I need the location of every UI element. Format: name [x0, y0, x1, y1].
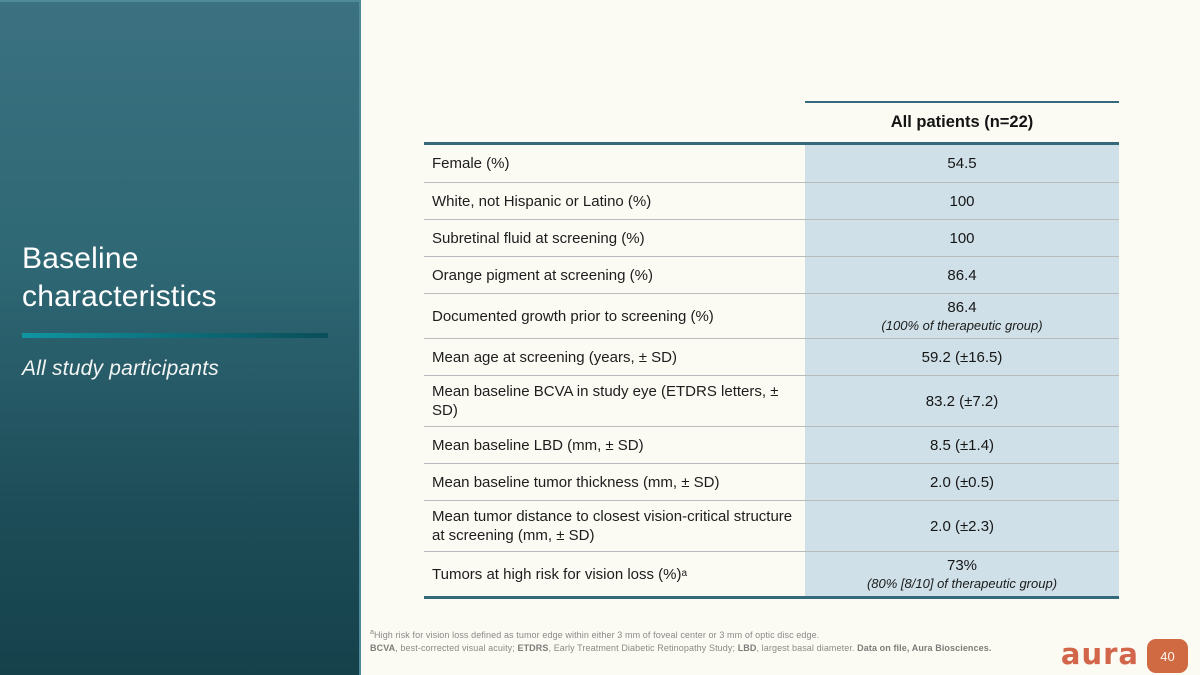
table-row: White, not Hispanic or Latino (%) 100: [424, 182, 1119, 219]
value-text: 2.0 (±2.3): [929, 517, 995, 535]
row-label: Tumors at high risk for vision loss (%) a: [424, 551, 805, 596]
row-value: 8.5 (±1.4): [805, 426, 1119, 463]
page-number: 40: [1160, 648, 1175, 664]
row-value: 2.0 (±2.3): [805, 500, 1119, 551]
row-value: 86.4: [805, 256, 1119, 293]
value-subtext: (100% of therapeutic group): [881, 318, 1043, 333]
row-label: Female (%): [424, 145, 805, 182]
row-label: Mean baseline BCVA in study eye (ETDRS l…: [424, 375, 805, 426]
table-header-row: All patients (n=22): [424, 101, 1119, 145]
value-text: 83.2 (±7.2): [925, 392, 999, 410]
table-row: Mean age at screening (years, ± SD) 59.2…: [424, 338, 1119, 375]
row-label-text: Tumors at high risk for vision loss (%): [432, 565, 682, 583]
row-value: 83.2 (±7.2): [805, 375, 1119, 426]
table-row: Documented growth prior to screening (%)…: [424, 293, 1119, 338]
table-row: Female (%) 54.5: [424, 145, 1119, 182]
row-value: 54.5: [805, 145, 1119, 182]
row-label: Orange pigment at screening (%): [424, 256, 805, 293]
value-text: 86.4: [947, 266, 977, 284]
page-number-badge: 40: [1147, 639, 1188, 673]
footnote: aHigh risk for vision loss defined as tu…: [370, 629, 1030, 654]
row-label: Mean baseline tumor thickness (mm, ± SD): [424, 463, 805, 500]
page-subtitle: All study participants: [22, 357, 219, 380]
row-label: Mean tumor distance to closest vision-cr…: [424, 500, 805, 551]
table-row: Mean baseline tumor thickness (mm, ± SD)…: [424, 463, 1119, 500]
row-value: 100: [805, 182, 1119, 219]
row-value: 73% (80% [8/10] of therapeutic group): [805, 551, 1119, 596]
footnote-line2: BCVA, best-corrected visual acuity; ETDR…: [370, 642, 992, 653]
row-value: 86.4 (100% of therapeutic group): [805, 293, 1119, 338]
table-row: Orange pigment at screening (%) 86.4: [424, 256, 1119, 293]
row-value: 59.2 (±16.5): [805, 338, 1119, 375]
title-divider: [22, 333, 328, 338]
table-row: Subretinal fluid at screening (%) 100: [424, 219, 1119, 256]
value-text: 54.5: [947, 155, 977, 172]
row-label: Mean baseline LBD (mm, ± SD): [424, 426, 805, 463]
value-text: 59.2 (±16.5): [921, 348, 1003, 366]
value-text: 86.4: [947, 299, 977, 316]
value-subtext: (80% [8/10] of therapeutic group): [866, 576, 1058, 591]
footnote-line1: aHigh risk for vision loss defined as tu…: [370, 629, 820, 640]
value-text: 2.0 (±0.5): [929, 473, 995, 491]
value-text: 73%: [946, 557, 978, 574]
table-body: Female (%) 54.5 White, not Hispanic or L…: [424, 145, 1119, 599]
table-row: Mean tumor distance to closest vision-cr…: [424, 500, 1119, 551]
row-value: 2.0 (±0.5): [805, 463, 1119, 500]
table-row: Mean baseline LBD (mm, ± SD) 8.5 (±1.4): [424, 426, 1119, 463]
row-label: Documented growth prior to screening (%): [424, 293, 805, 338]
table-header-spacer: [424, 101, 805, 142]
value-text: 8.5 (±1.4): [929, 436, 995, 454]
table-column-header: All patients (n=22): [805, 101, 1119, 142]
value-text: 100: [949, 229, 975, 247]
row-value: 100: [805, 219, 1119, 256]
table-row: Mean baseline BCVA in study eye (ETDRS l…: [424, 375, 1119, 426]
value-text: 100: [949, 192, 975, 210]
row-label: White, not Hispanic or Latino (%): [424, 182, 805, 219]
row-label: Mean age at screening (years, ± SD): [424, 338, 805, 375]
table-row: Tumors at high risk for vision loss (%) a…: [424, 551, 1119, 596]
baseline-characteristics-table: All patients (n=22) Female (%) 54.5 Whit…: [424, 101, 1119, 599]
sidebar: Baseline characteristics All study parti…: [0, 0, 361, 675]
page-title: Baseline characteristics: [22, 242, 217, 313]
aura-logo: aura: [1060, 637, 1139, 671]
footnote-marker: a: [370, 629, 374, 636]
row-label: Subretinal fluid at screening (%): [424, 219, 805, 256]
